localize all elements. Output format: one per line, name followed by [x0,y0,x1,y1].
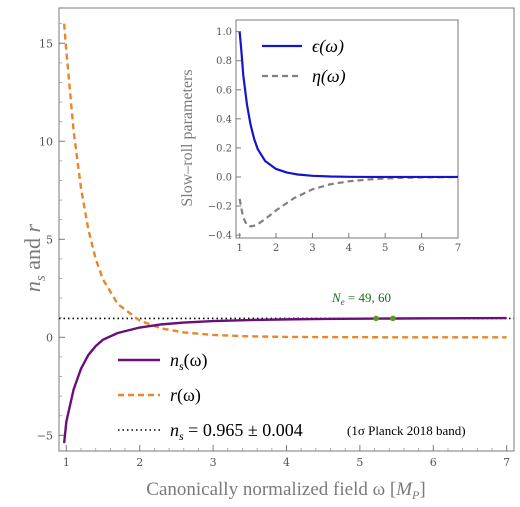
inset-y-tick-label: 0.2 [216,143,232,154]
inset-x-tick-label: 4 [346,243,352,254]
inset-x-tick-label: 1 [236,243,242,254]
legend-r-rest: (ω) [177,385,201,406]
legend-ns-sub: s [179,359,184,373]
main-x-axis-label: Canonically normalized field ω [MP] [146,479,425,502]
legend-planck-sub: s [179,429,184,443]
inset-y-tick-label: 0.4 [216,114,232,125]
inset-x-tick-label: 6 [418,243,424,254]
main-y-tick-label: 0 [46,331,53,344]
main-x-ticks: 1 2 3 4 5 6 7 [63,445,510,469]
main-x-tick-label: 4 [283,456,290,469]
inset-x-tick-label: 7 [455,243,461,254]
ne-annotation-rest: = 49, 60 [345,290,391,305]
inset-y-ticks: −0.4 −0.2 0.0 0.2 0.4 0.6 0.8 1.0 [208,27,241,242]
main-series-line-1 [62,23,507,339]
main-x-tick-label: 5 [356,456,363,469]
main-legend: ns(ω) r(ω) ns = 0.965 ± 0.004 (1σ Planck… [118,350,466,443]
legend-ns-rest: (ω) [184,350,208,371]
main-x-tick-label: 3 [210,456,217,469]
inset-legend: ϵ(ω) η(ω) [262,36,346,87]
legend-label-ns: ns(ω) [170,350,208,373]
main-x-tick-label: 7 [503,456,510,469]
ylabel-n: n [20,281,45,292]
ylabel-and: and [20,232,45,275]
main-y-axis-label: ns and r [20,223,49,292]
inset-legend-label-epsilon: ϵ(ω) [312,36,344,57]
ne-marker-point [390,315,396,322]
legend-label-r: r(ω) [170,385,201,406]
legend-planck-rest: = 0.965 ± 0.004 [184,420,303,440]
inset-y-axis-label: Slow–roll parameters [179,69,196,206]
inset-series-line-0 [238,31,458,179]
ylabel-r: r [20,223,45,232]
inset-curves [238,31,459,228]
inset-plot-frame [235,19,459,239]
legend-ns-main: n [170,350,179,370]
main-y-tick-label: −5 [37,429,53,442]
inset-x-tick-label: 3 [309,243,315,254]
ne-marker-point [373,315,379,322]
main-x-tick-label: 1 [63,456,70,469]
xlabel-close: ] [419,479,425,500]
inset-x-tick-label: 2 [273,243,279,254]
ne-annotation-main: N [331,290,342,305]
main-y-tick-label: 10 [39,135,53,148]
inset-y-tick-label: 0.8 [216,56,232,67]
main-y-tick-label: 5 [46,233,53,246]
legend-r-main: r [170,385,178,405]
inset-y-tick-label: 1.0 [216,27,232,38]
xlabel-sub: P [411,488,420,502]
inset-background [236,20,458,238]
inset-y-tick-label: 0.6 [216,85,232,96]
main-markers [373,315,396,322]
legend-label-planck: ns = 0.965 ± 0.004 [170,420,303,443]
xlabel-var: M [395,479,413,500]
inset-legend-label-eta: η(ω) [312,66,346,87]
main-x-tick-label: 6 [430,456,437,469]
inset-x-tick-label: 5 [382,243,388,254]
ne-annotation-sub: e [341,297,345,307]
legend-planck-main: n [170,420,179,440]
legend-planck-note: (1σ Planck 2018 band) [347,423,466,438]
inset-y-tick-label: −0.2 [208,202,232,213]
main-x-tick-label: 2 [136,456,143,469]
inset-x-ticks: 1 2 3 4 5 6 7 [236,233,461,254]
ne-annotation: Ne = 49, 60 [331,290,391,307]
inset-series-line-1 [238,176,459,228]
main-y-ticks: −5 0 5 10 15 [37,23,65,442]
ylabel-s: s [33,275,49,281]
inset-y-tick-label: −0.4 [208,231,232,242]
main-y-tick-label: 15 [39,37,53,50]
xlabel-text: Canonically normalized field ω [ [146,479,396,500]
inset-y-tick-label: 0.0 [216,172,232,183]
